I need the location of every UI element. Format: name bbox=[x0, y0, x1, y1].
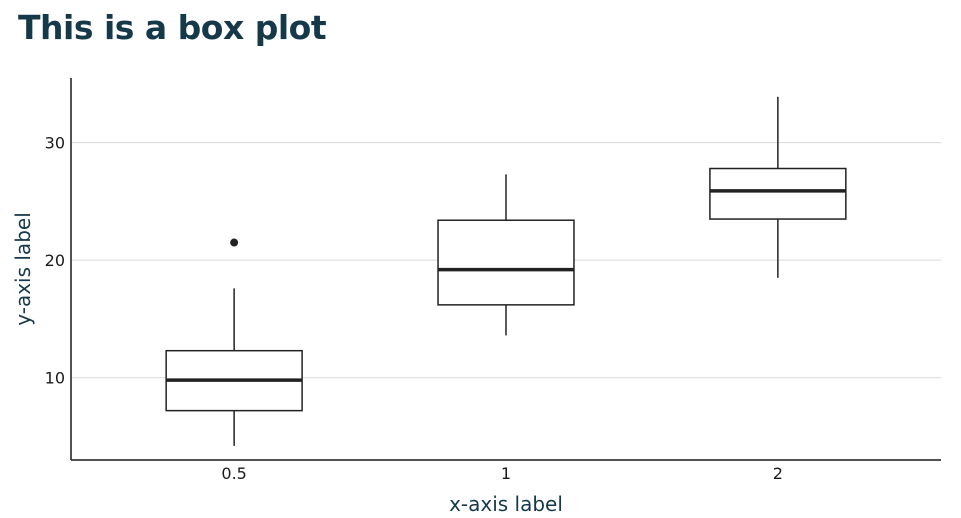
box-1 bbox=[437, 174, 575, 336]
box-0.5 bbox=[165, 238, 303, 446]
y-tick-label: 20 bbox=[45, 251, 65, 270]
x-tick-label: 1 bbox=[501, 464, 511, 483]
box-iqr bbox=[437, 219, 575, 306]
y-axis-title: y-axis label bbox=[11, 212, 35, 326]
outlier-point bbox=[230, 238, 239, 247]
chart-title: This is a box plot bbox=[18, 8, 327, 47]
x-tick-label: 2 bbox=[773, 464, 783, 483]
y-tick-label: 10 bbox=[45, 369, 65, 388]
box-2 bbox=[709, 96, 847, 278]
x-tick-label: 0.5 bbox=[221, 464, 246, 483]
boxes bbox=[165, 96, 847, 446]
axes bbox=[70, 78, 941, 461]
y-tick-label: 30 bbox=[45, 134, 65, 153]
box-iqr bbox=[709, 167, 847, 220]
y-tick-labels: 10 20 30 bbox=[45, 134, 65, 388]
x-axis-title: x-axis label bbox=[449, 492, 563, 516]
x-tick-labels: 0.5 1 2 bbox=[221, 464, 783, 483]
